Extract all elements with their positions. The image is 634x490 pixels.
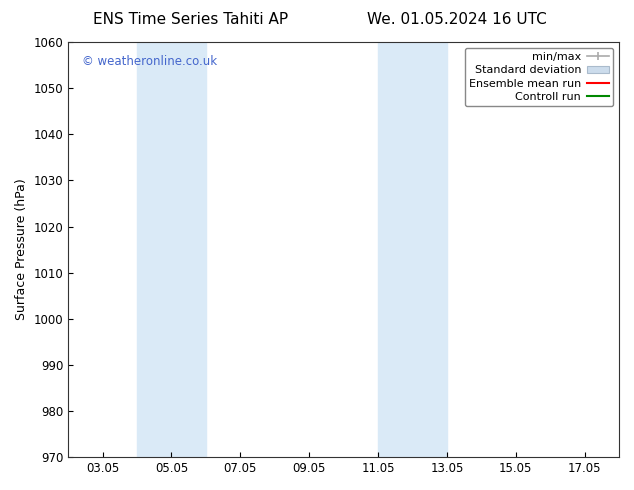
Legend: min/max, Standard deviation, Ensemble mean run, Controll run: min/max, Standard deviation, Ensemble me… [465, 48, 614, 106]
Bar [378, 42, 447, 457]
Text: ENS Time Series Tahiti AP: ENS Time Series Tahiti AP [93, 12, 288, 27]
Bar [137, 42, 206, 457]
Text: © weatheronline.co.uk: © weatheronline.co.uk [82, 54, 217, 68]
Text: We. 01.05.2024 16 UTC: We. 01.05.2024 16 UTC [366, 12, 547, 27]
Y-axis label: Surface Pressure (hPa): Surface Pressure (hPa) [15, 179, 28, 320]
